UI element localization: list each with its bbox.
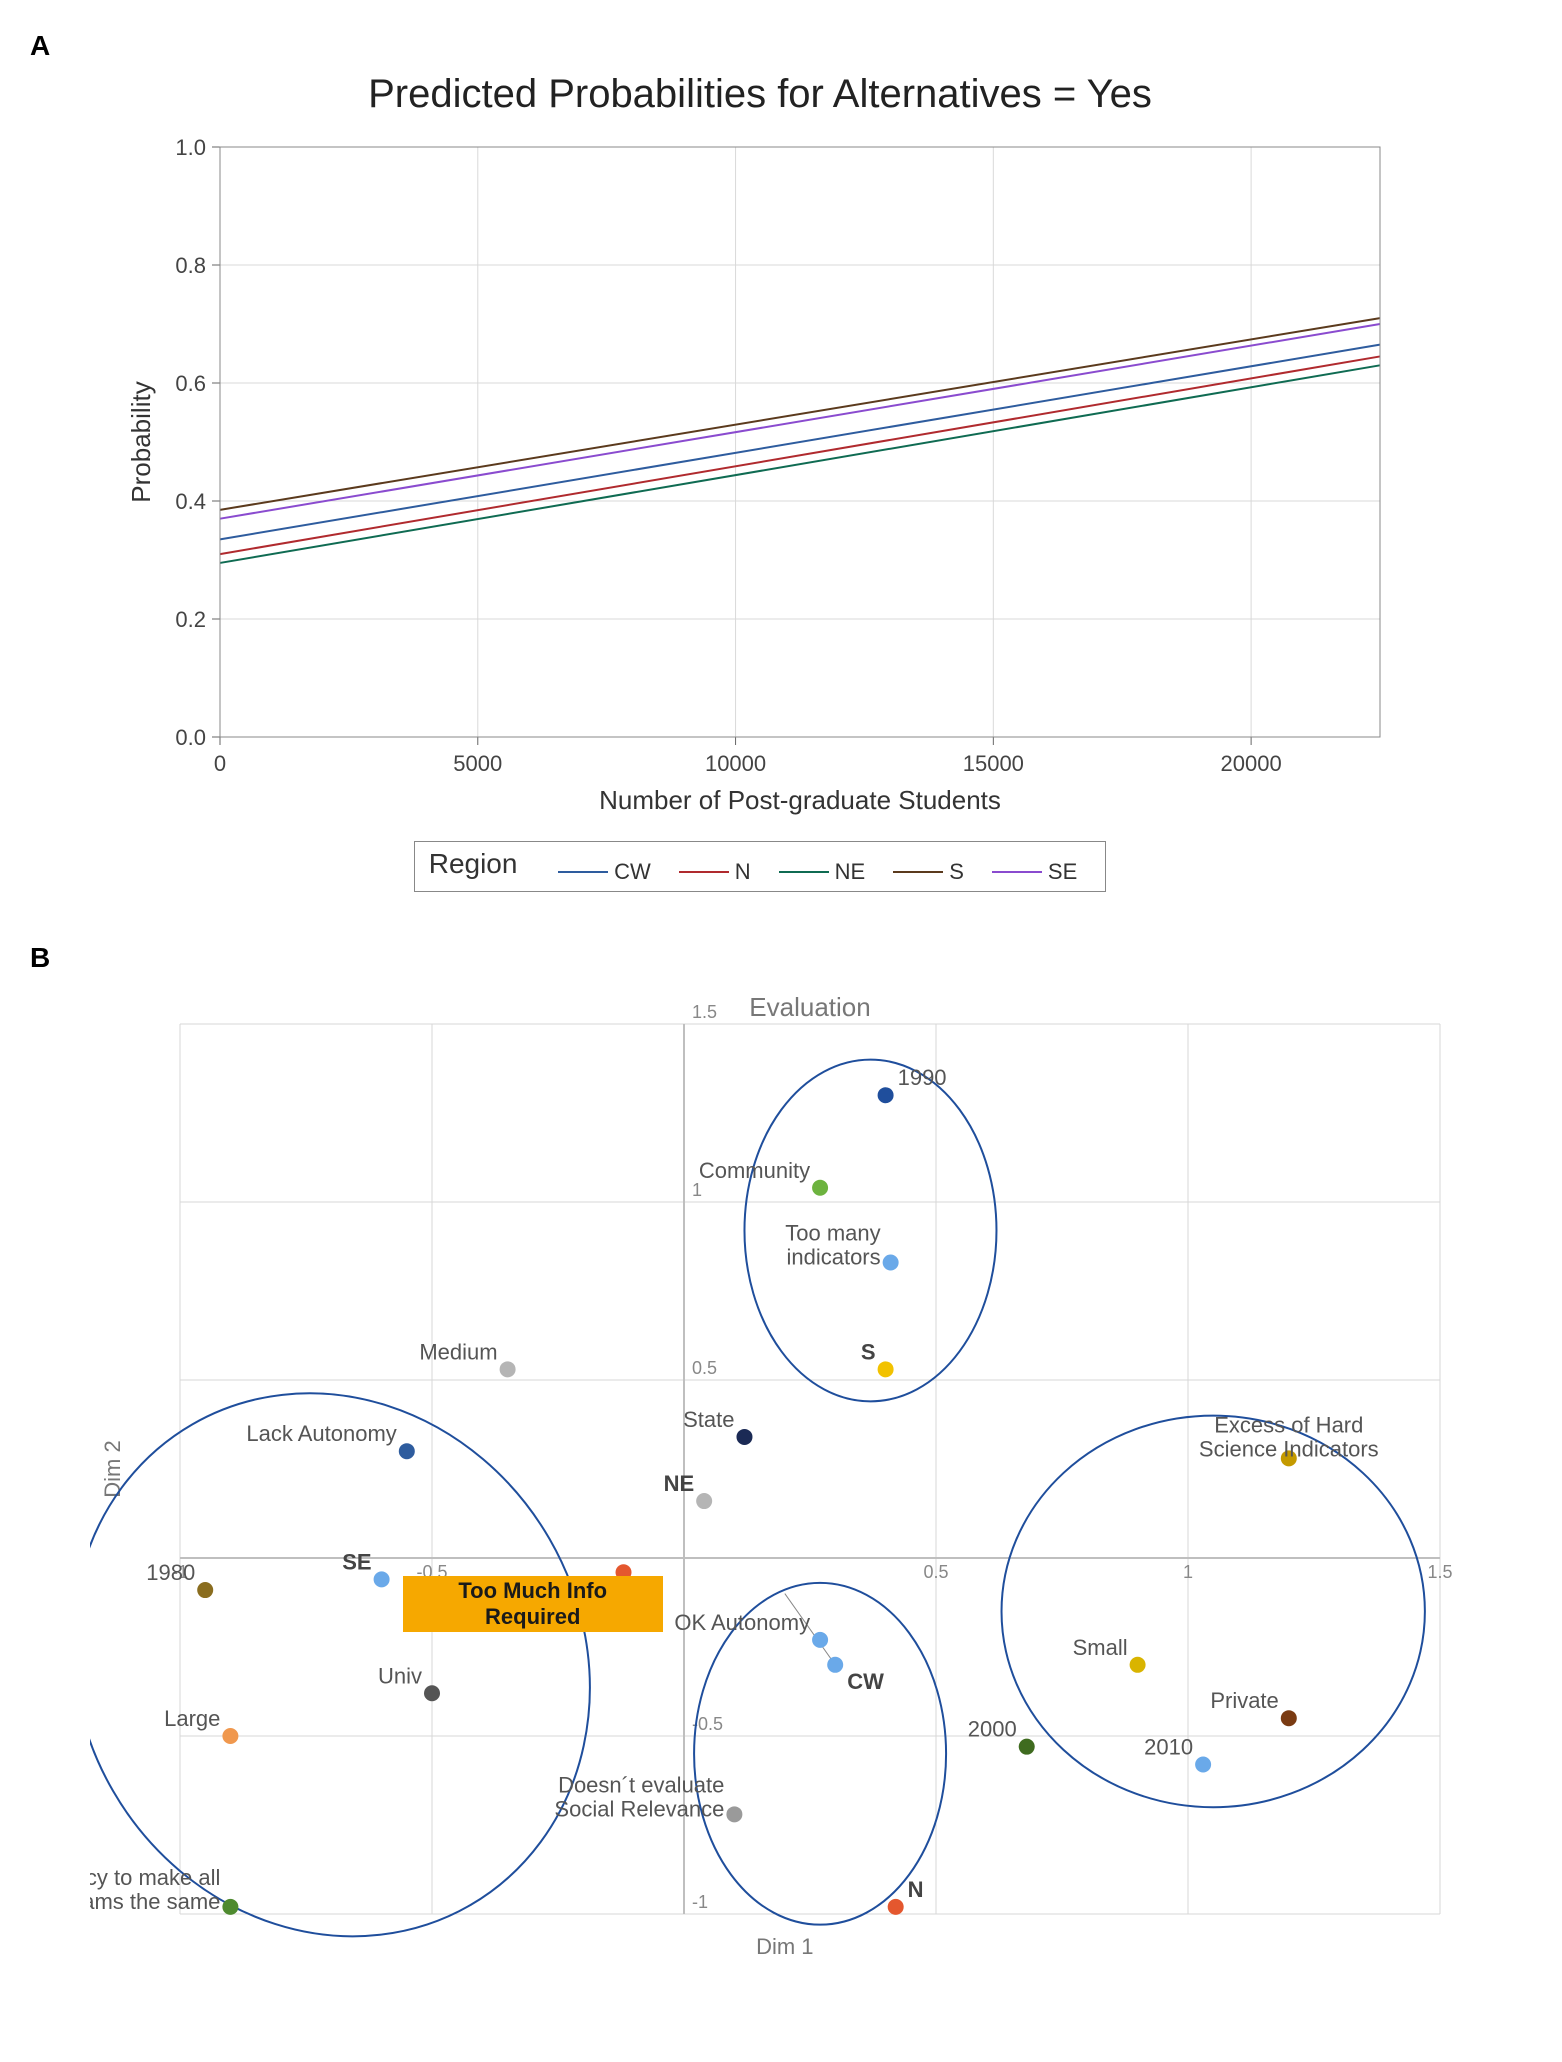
- svg-text:2010: 2010: [1144, 1734, 1193, 1759]
- panel-a-label: A: [30, 30, 1532, 62]
- svg-text:15000: 15000: [963, 751, 1024, 776]
- svg-text:-1: -1: [692, 1892, 708, 1912]
- svg-text:0.5: 0.5: [923, 1562, 948, 1582]
- svg-text:10000: 10000: [705, 751, 766, 776]
- svg-text:5000: 5000: [453, 751, 502, 776]
- svg-text:1990: 1990: [898, 1065, 947, 1090]
- svg-text:Tendency to make allprograms t: Tendency to make allprograms the same: [90, 1865, 220, 1914]
- legend-item-s: S: [893, 859, 964, 885]
- svg-text:0.0: 0.0: [175, 725, 206, 750]
- svg-text:Doesn´t evaluateSocial Relevan: Doesn´t evaluateSocial Relevance: [554, 1772, 724, 1821]
- svg-text:OK Autonomy: OK Autonomy: [674, 1610, 810, 1635]
- svg-text:Excess of HardScience Indicato: Excess of HardScience Indicators: [1199, 1412, 1379, 1461]
- svg-text:20000: 20000: [1221, 751, 1282, 776]
- svg-text:SE: SE: [342, 1549, 371, 1574]
- legend-item-n: N: [679, 859, 751, 885]
- svg-text:N: N: [908, 1877, 924, 1902]
- legend-title: Region: [429, 848, 518, 879]
- svg-text:0: 0: [214, 751, 226, 776]
- svg-text:Private: Private: [1210, 1688, 1278, 1713]
- svg-text:1: 1: [1183, 1562, 1193, 1582]
- svg-text:1.0: 1.0: [175, 135, 206, 160]
- svg-text:S: S: [861, 1339, 876, 1364]
- panel-a-title: Predicted Probabilities for Alternatives…: [110, 72, 1410, 117]
- svg-text:1980: 1980: [146, 1560, 195, 1585]
- svg-text:Lack Autonomy: Lack Autonomy: [246, 1421, 396, 1446]
- svg-text:0.4: 0.4: [175, 489, 206, 514]
- highlight-too-much-info: Too Much Info Required: [403, 1576, 663, 1632]
- svg-text:0.2: 0.2: [175, 607, 206, 632]
- legend-box: Region CW N NE S SE: [414, 841, 1107, 892]
- svg-text:Medium: Medium: [419, 1339, 497, 1364]
- svg-text:Large: Large: [164, 1706, 220, 1731]
- svg-text:1.5: 1.5: [1427, 1562, 1452, 1582]
- svg-text:NE: NE: [664, 1471, 695, 1496]
- svg-text:Dim 1: Dim 1: [756, 1934, 813, 1959]
- svg-text:2000: 2000: [968, 1717, 1017, 1742]
- panel-a-wrap: Predicted Probabilities for Alternatives…: [110, 72, 1410, 892]
- svg-text:Number of Post-graduate Studen: Number of Post-graduate Students: [599, 785, 1001, 815]
- legend-item-ne: NE: [779, 859, 866, 885]
- svg-text:1: 1: [692, 1180, 702, 1200]
- svg-text:0.8: 0.8: [175, 253, 206, 278]
- svg-text:Probability: Probability: [126, 381, 156, 502]
- legend-item-se: SE: [992, 859, 1077, 885]
- svg-text:Community: Community: [699, 1158, 810, 1183]
- svg-text:CW: CW: [847, 1669, 884, 1694]
- panel-b-label: B: [30, 942, 1532, 974]
- svg-text:0.6: 0.6: [175, 371, 206, 396]
- svg-text:0.5: 0.5: [692, 1358, 717, 1378]
- svg-text:1.5: 1.5: [692, 1002, 717, 1022]
- svg-text:Small: Small: [1073, 1635, 1128, 1660]
- svg-text:Evaluation: Evaluation: [749, 992, 870, 1022]
- svg-text:Univ: Univ: [378, 1663, 422, 1688]
- line-chart: 0.0 0.2 0.4 0.6 0.8 1.0 0 5000 10000 15000 20000 Nu…: [110, 127, 1410, 827]
- svg-text:State: State: [683, 1407, 734, 1432]
- svg-text:Too manyindicators: Too manyindicators: [785, 1221, 880, 1270]
- legend-item-cw: CW: [558, 859, 651, 885]
- scatter-chart: Evaluation-1-0.50.511.5-1-0.50.511.5Dim …: [90, 984, 1470, 1964]
- panel-b-wrap: Evaluation-1-0.50.511.5-1-0.50.511.5Dim …: [90, 984, 1470, 1964]
